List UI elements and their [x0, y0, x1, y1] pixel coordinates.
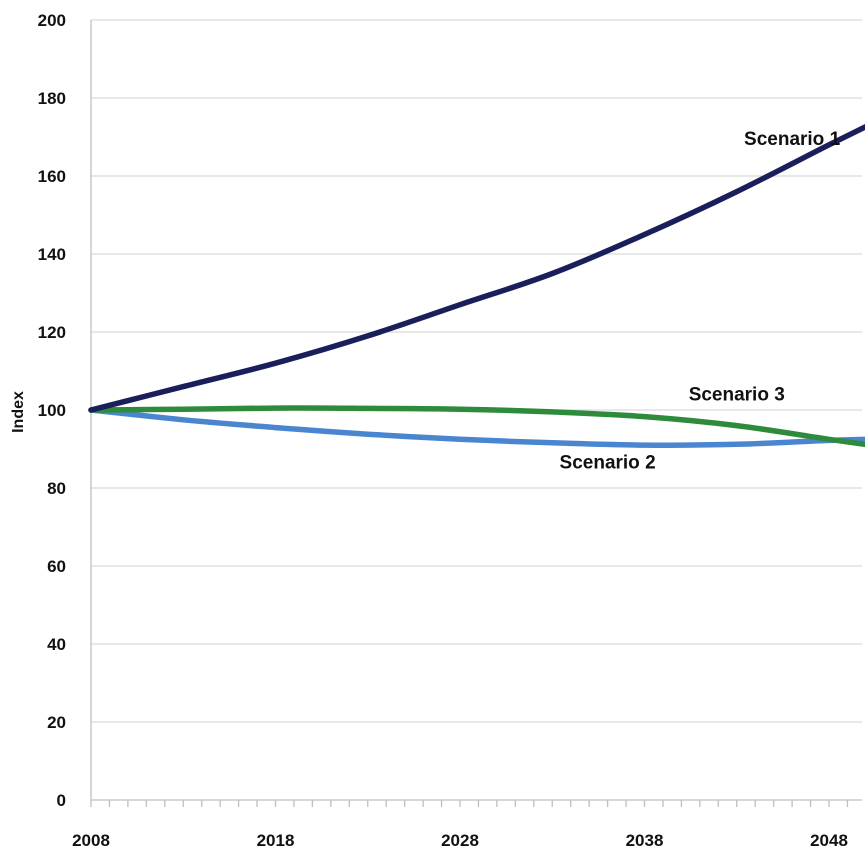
- x-tick-label: 2008: [72, 831, 110, 850]
- series-labels: Scenario 1 Scenario 2 Scenario 3: [560, 129, 841, 474]
- y-tick-labels: 0 20 40 60 80 100 120 140 160 180 200: [38, 11, 66, 810]
- gridlines: [91, 19, 862, 723]
- x-tick-labels: 2008 2018 2028 2038 2048: [72, 831, 848, 850]
- series-line-1: [88, 123, 865, 413]
- y-tick-label: 80: [47, 479, 66, 498]
- x-tick-label: 2018: [257, 831, 295, 850]
- y-axis-title: Index: [10, 391, 27, 433]
- y-tick-label: 160: [38, 167, 66, 186]
- axes: [90, 20, 862, 807]
- series-label-3: Scenario 3: [689, 384, 785, 405]
- y-tick-label: 0: [57, 791, 66, 810]
- y-tick-label: 140: [38, 245, 66, 264]
- x-tick-label: 2048: [810, 831, 848, 850]
- y-tick-label: 60: [47, 557, 66, 576]
- series-lines: [88, 123, 865, 448]
- series-label-1: Scenario 1: [744, 129, 841, 150]
- y-tick-label: 120: [38, 323, 66, 342]
- x-tick-label: 2028: [441, 831, 479, 850]
- y-tick-label: 180: [38, 89, 66, 108]
- y-tick-label: 40: [47, 635, 66, 654]
- y-tick-label: 100: [38, 401, 66, 420]
- x-tick-label: 2038: [626, 831, 664, 850]
- series-line-3: [88, 405, 865, 448]
- series-label-2: Scenario 2: [560, 453, 656, 474]
- y-tick-label: 200: [38, 11, 66, 30]
- y-tick-label: 20: [47, 713, 66, 732]
- series-line-2: [88, 407, 865, 448]
